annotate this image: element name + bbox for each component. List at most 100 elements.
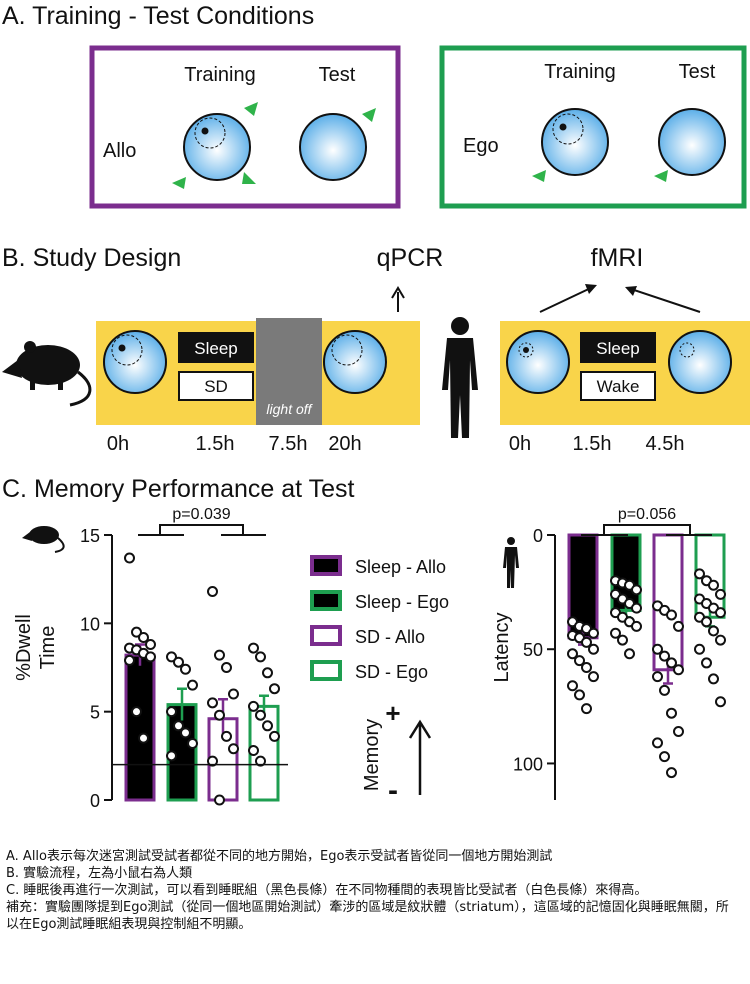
ego-training: Training <box>544 61 616 83</box>
data-point <box>173 656 184 668</box>
allo-test: Test <box>319 64 356 86</box>
data-point <box>631 584 642 596</box>
data-point <box>214 794 225 806</box>
data-point <box>715 588 726 600</box>
y-tick-label: 0 <box>533 526 543 546</box>
bar <box>124 653 156 802</box>
notes: A. Allo表示每次迷宮測試受試者都從不同的地方開始，Ego表示受試者皆從同一… <box>6 848 741 933</box>
wake-label: Wake <box>597 377 640 396</box>
data-point <box>124 552 135 564</box>
y-tick-label: 15 <box>80 526 100 546</box>
data-point <box>255 709 266 721</box>
ego-test: Test <box>679 61 716 83</box>
data-point <box>187 679 198 691</box>
data-point <box>138 631 149 643</box>
platform <box>523 347 529 353</box>
target-zone <box>194 117 226 149</box>
data-point <box>166 706 177 718</box>
data-point <box>228 743 239 755</box>
maze <box>668 330 732 394</box>
sleep-label: Sleep <box>194 339 237 358</box>
start-arrow <box>362 108 376 122</box>
light-off-label: light off <box>266 401 313 417</box>
data-point <box>652 643 663 655</box>
legend-swatch <box>310 590 342 611</box>
significance-bracket <box>138 524 266 536</box>
legend-swatch <box>310 660 342 681</box>
data-point <box>581 703 592 715</box>
target-zone <box>679 342 695 358</box>
data-point <box>694 643 705 655</box>
figure: A. Training - Test Conditions Allo Train… <box>2 2 750 811</box>
data-point <box>659 684 670 696</box>
note: B. 實驗流程，左為小鼠右為人類 <box>6 866 193 881</box>
data-point <box>124 654 135 666</box>
data-point <box>255 651 266 663</box>
y-axis-label: Latency <box>491 612 513 682</box>
ego-label: Ego <box>463 135 499 157</box>
legend-swatch <box>310 555 342 576</box>
data-point <box>248 700 259 712</box>
human-icon <box>442 317 478 438</box>
y-tick-label: 0 <box>90 791 100 811</box>
data-point <box>652 671 663 683</box>
data-point <box>228 688 239 700</box>
data-point <box>617 634 628 646</box>
legend-label: Sleep - Ego <box>355 592 449 612</box>
data-point <box>269 730 280 742</box>
panel-c-title: C. Memory Performance at Test <box>2 475 354 503</box>
platform <box>201 127 209 135</box>
data-point <box>207 586 218 598</box>
data-point <box>214 709 225 721</box>
maze <box>299 113 367 181</box>
bar <box>610 533 642 612</box>
data-point <box>574 689 585 701</box>
y-tick-label: 50 <box>523 640 543 660</box>
data-point <box>666 609 677 621</box>
data-point <box>214 649 225 661</box>
data-point <box>207 755 218 767</box>
p-value: p=0.056 <box>618 506 676 523</box>
y-tick-label: 10 <box>80 614 100 634</box>
sd-box <box>178 371 254 401</box>
significance-bracket <box>581 524 712 536</box>
qpcr-arrow <box>391 286 405 312</box>
data-point <box>166 651 177 663</box>
data-point <box>588 627 599 639</box>
memory-plus: + <box>385 698 400 728</box>
memory-arrow <box>408 719 432 795</box>
y-tick-label: 5 <box>90 703 100 723</box>
target-zone <box>552 113 584 145</box>
data-point <box>248 642 259 654</box>
data-point <box>631 602 642 614</box>
panel-b-title: B. Study Design <box>2 244 181 272</box>
start-arrow <box>532 170 546 182</box>
legend-label: SD - Ego <box>355 662 428 682</box>
data-point <box>255 755 266 767</box>
data-point <box>574 655 585 667</box>
target-zone <box>518 342 534 358</box>
light-off-period <box>256 318 322 425</box>
data-point <box>610 627 621 639</box>
data-point <box>673 725 684 737</box>
rat-icon <box>2 341 92 407</box>
start-arrows <box>172 102 258 189</box>
data-point <box>567 648 578 660</box>
data-point <box>715 634 726 646</box>
data-point <box>715 696 726 708</box>
y-axis-label: %Dwell <box>13 614 35 681</box>
data-point <box>187 737 198 749</box>
arrow-heads <box>585 284 637 296</box>
data-point <box>588 643 599 655</box>
data-point <box>180 663 191 675</box>
allo-training: Training <box>184 64 256 86</box>
data-point <box>666 707 677 719</box>
platform <box>559 123 567 131</box>
data-point <box>701 616 712 628</box>
time-label: 1.5h <box>196 433 235 455</box>
data-point <box>131 706 142 718</box>
panel-a-title: A. Training - Test Conditions <box>2 2 314 30</box>
data-point <box>666 657 677 669</box>
data-point <box>715 607 726 619</box>
data-point <box>708 625 719 637</box>
